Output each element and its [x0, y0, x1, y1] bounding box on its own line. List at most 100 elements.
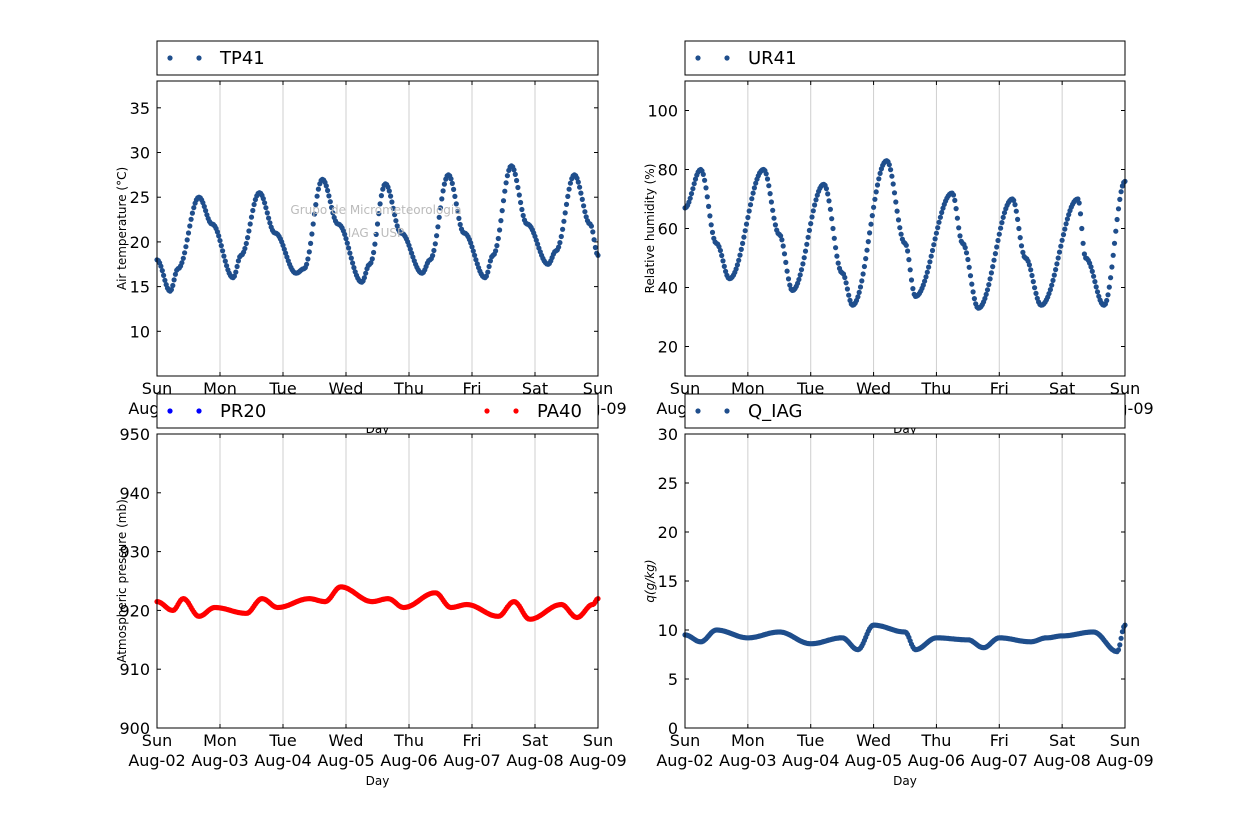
data-point: [770, 207, 776, 213]
x-tick-label: Aug-02: [656, 751, 713, 770]
data-point: [750, 190, 756, 196]
data-point: [161, 272, 167, 278]
data-point: [890, 181, 896, 187]
x-tick-label: Aug-04: [782, 751, 839, 770]
data-point: [833, 245, 839, 251]
data-point: [281, 246, 287, 252]
data-point: [983, 291, 989, 297]
data-point: [720, 258, 726, 264]
data-point: [1117, 196, 1123, 202]
data-point: [846, 292, 852, 298]
data-point: [1049, 282, 1055, 288]
data-point: [512, 171, 518, 177]
data-point: [988, 270, 995, 276]
data-point: [733, 266, 739, 272]
data-point: [717, 247, 724, 254]
data-point: [771, 215, 777, 221]
data-point: [266, 215, 272, 221]
legend-box: [156, 393, 599, 429]
data-point: [457, 221, 463, 228]
data-point: [515, 184, 521, 191]
data-point: [895, 217, 902, 223]
x-tick-label: Aug-03: [719, 751, 776, 770]
data-point: [894, 208, 900, 214]
data-point: [499, 208, 505, 214]
data-point: [1056, 249, 1063, 255]
data-point: [1108, 275, 1114, 281]
data-point: [1017, 235, 1023, 241]
data-point: [687, 195, 693, 201]
data-point: [583, 214, 589, 220]
data-point: [1064, 216, 1070, 222]
x-tick-label: Wed: [329, 379, 364, 398]
data-point: [924, 269, 930, 275]
y-tick-label: 10: [130, 322, 150, 341]
data-point: [308, 240, 314, 246]
y-axis-label: Relative humidity (%): [643, 164, 657, 294]
data-point: [813, 197, 819, 203]
data-point: [998, 225, 1004, 231]
legend-label: PR20: [220, 401, 266, 422]
data-point: [380, 186, 386, 192]
data-point: [898, 231, 904, 237]
data-point: [323, 183, 329, 189]
x-tick-label: Fri: [990, 379, 1009, 398]
data-point: [749, 196, 755, 202]
data-point: [159, 268, 165, 274]
data-point: [231, 273, 237, 279]
y-axis-label: Atmospheric pressure (mb): [115, 499, 129, 663]
x-tick-label: Aug-08: [1033, 751, 1090, 770]
data-point: [1058, 243, 1064, 249]
data-point: [742, 228, 748, 234]
data-point: [691, 181, 697, 187]
data-point: [468, 240, 474, 246]
data-point: [1115, 647, 1122, 653]
legend-box: [156, 40, 599, 76]
data-point: [514, 177, 520, 184]
data-point: [922, 278, 928, 284]
y-tick-label: 910: [119, 660, 150, 679]
data-point: [967, 273, 974, 279]
data-point: [565, 193, 571, 199]
data-point: [844, 286, 851, 292]
chart-panel-bottom-right: SunAug-02MonAug-03TueAug-04WedAug-05ThuA…: [643, 393, 1154, 788]
data-point: [830, 225, 836, 232]
data-point: [502, 188, 508, 194]
data-point: [753, 180, 759, 186]
data-point: [935, 225, 941, 231]
legend-label: Q_IAG: [748, 401, 802, 422]
data-point: [1076, 200, 1082, 206]
data-point: [871, 204, 877, 210]
data-point: [834, 253, 840, 259]
legend-marker: [196, 55, 202, 61]
data-point: [801, 255, 807, 261]
data-point: [796, 276, 802, 283]
data-point: [1117, 642, 1123, 648]
y-axis-label: q(g/kg): [643, 559, 657, 602]
x-tick-label: Aug-03: [191, 751, 248, 770]
data-point: [483, 273, 489, 279]
data-point: [187, 223, 193, 229]
x-tick-label: Tue: [268, 379, 296, 398]
data-point: [806, 227, 813, 233]
y-axis-label: Air temperature (°C): [115, 167, 129, 290]
y-tick-label: 15: [658, 572, 678, 591]
data-point: [886, 162, 892, 168]
y-tick-label: 950: [119, 425, 150, 444]
data-point: [560, 226, 566, 232]
x-tick-label: Aug-02: [128, 751, 185, 770]
data-point: [574, 175, 580, 181]
data-point: [876, 176, 882, 182]
data-point: [430, 253, 436, 259]
data-point: [386, 188, 392, 194]
series-TP41: [154, 163, 601, 294]
data-point: [578, 190, 584, 196]
data-point: [162, 277, 168, 283]
data-point: [1094, 289, 1101, 295]
data-point: [262, 200, 268, 206]
x-tick-label: Aug-05: [845, 751, 902, 770]
data-point: [785, 276, 792, 282]
data-point: [690, 186, 696, 192]
data-point: [990, 264, 996, 270]
x-tick-label: Wed: [329, 731, 364, 750]
